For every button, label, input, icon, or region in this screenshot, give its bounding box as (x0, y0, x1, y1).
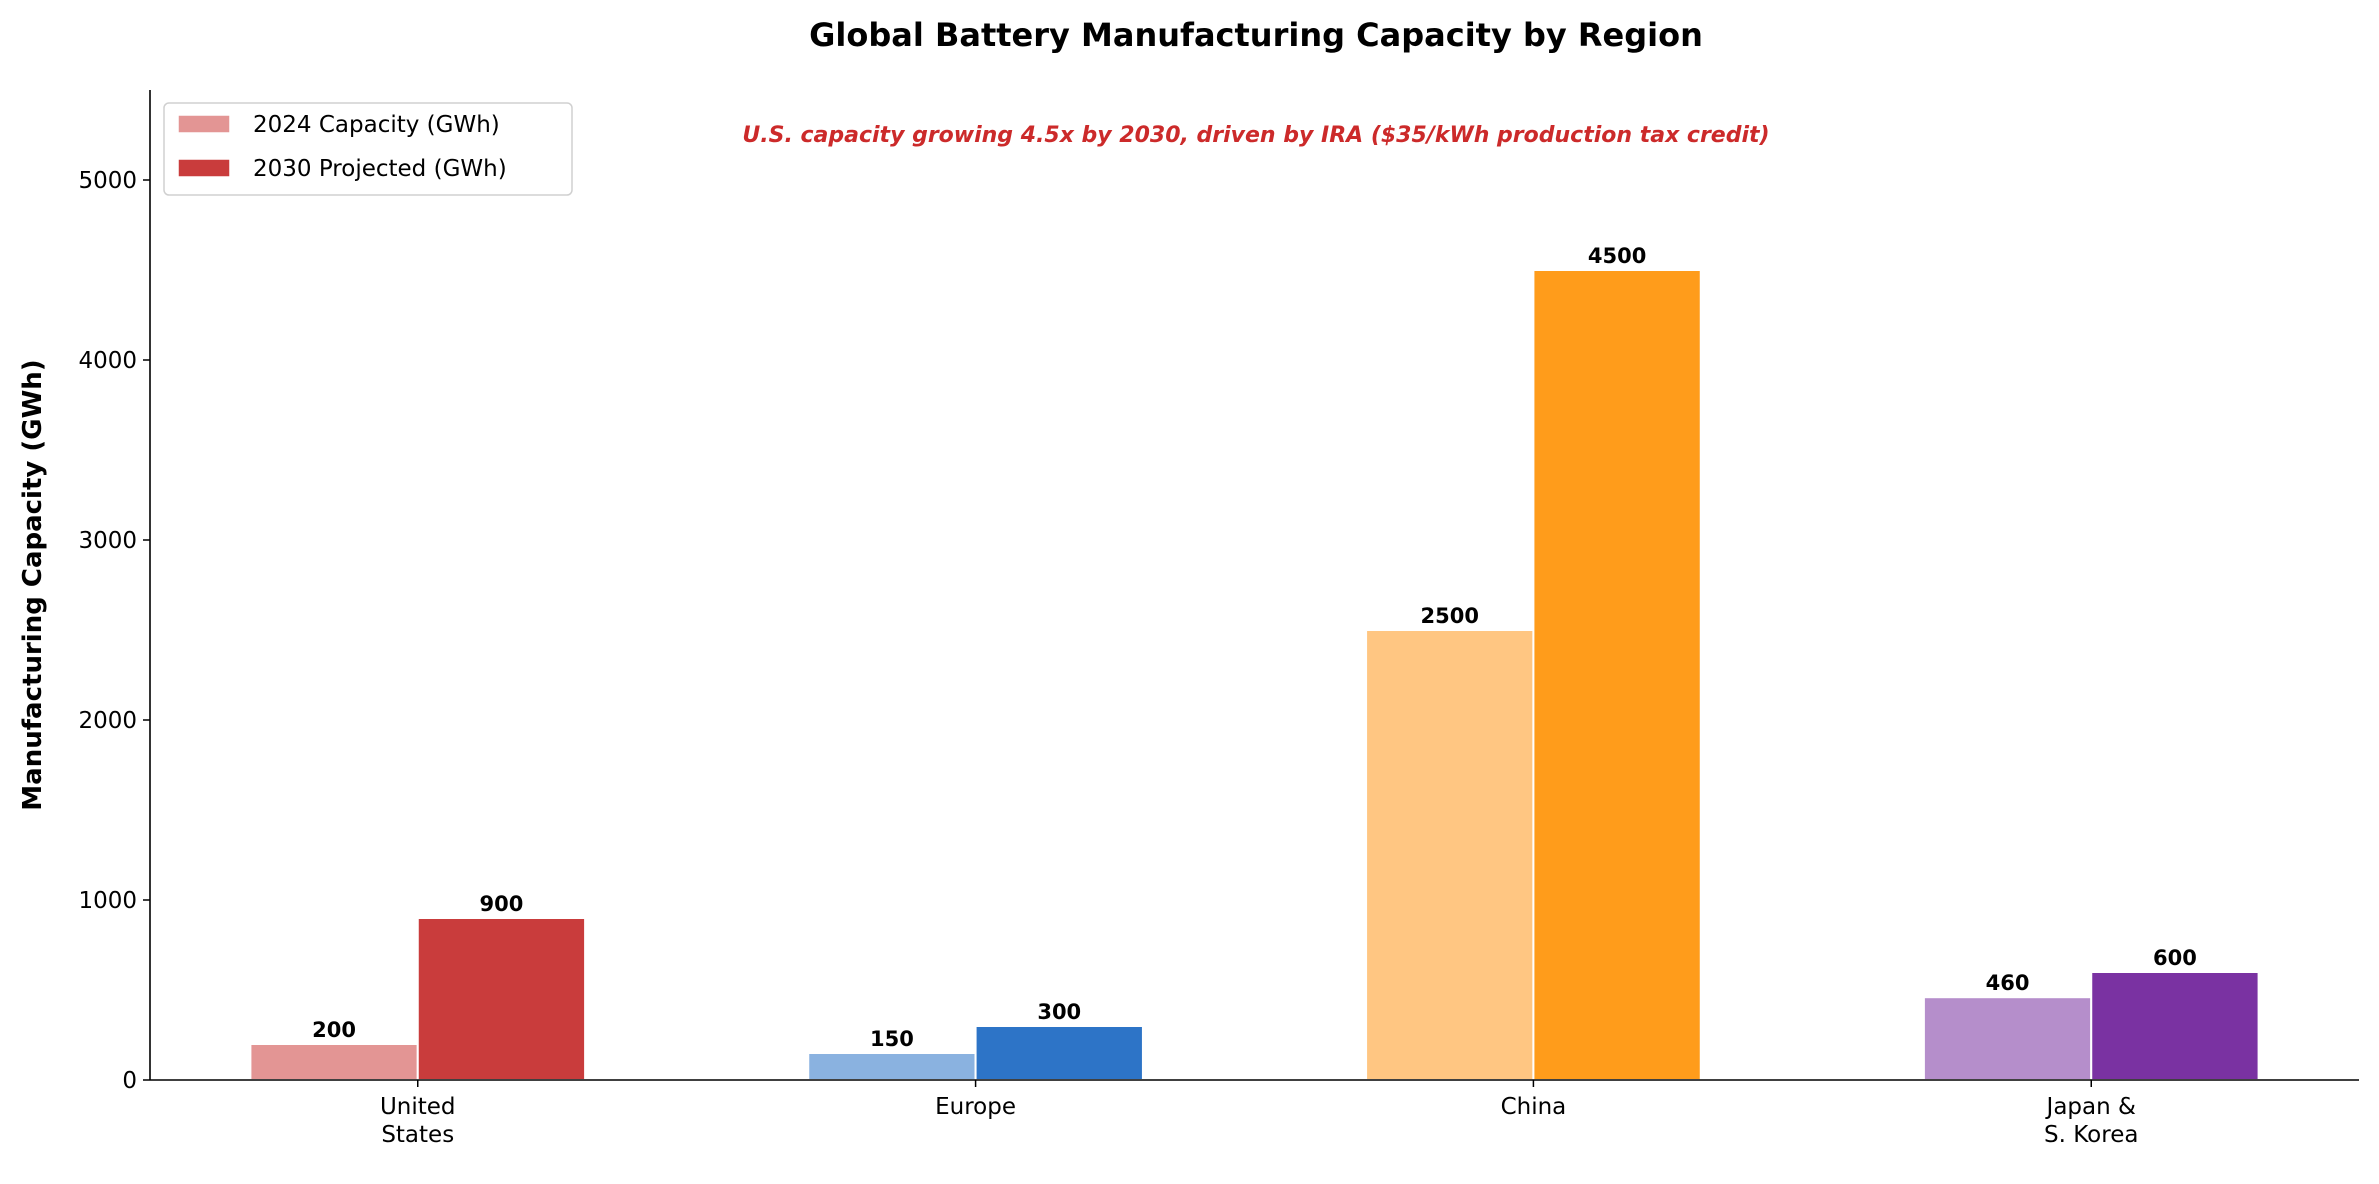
data-label: 2500 (1421, 604, 1479, 628)
y-tick-label: 4000 (78, 348, 137, 374)
x-tick-label: S. Korea (2044, 1122, 2138, 1148)
x-tick-label: Japan & (2045, 1094, 2136, 1120)
data-label: 900 (480, 892, 524, 916)
data-label: 600 (2153, 946, 2197, 970)
bar-2024-3 (1922, 996, 2093, 1082)
y-axis-label: Manufacturing Capacity (GWh) (18, 359, 48, 810)
data-label: 200 (312, 1018, 356, 1042)
bar-2030-0 (416, 917, 587, 1081)
data-label: 460 (1986, 971, 2030, 995)
data-label: 4500 (1588, 244, 1646, 268)
bar-2024-0 (249, 1043, 419, 1081)
chart-annotation: U.S. capacity growing 4.5x by 2030, driv… (742, 123, 1769, 148)
y-tick-label: 3000 (78, 528, 137, 554)
data-label: 150 (870, 1027, 914, 1051)
y-tick-label: 0 (122, 1068, 137, 1094)
y-tick-label: 5000 (78, 168, 137, 194)
x-tick-label: China (1501, 1094, 1567, 1120)
legend: 2024 Capacity (GWh) 2030 Projected (GWh) (163, 102, 573, 196)
bar-2030-3 (2090, 971, 2260, 1081)
x-tick-label: United (380, 1094, 456, 1120)
bar-2030-2 (1532, 269, 1702, 1081)
legend-swatch (177, 114, 231, 134)
bar-2024-2 (1365, 629, 1535, 1081)
x-tick-label: Europe (935, 1094, 1016, 1120)
bar-2030-1 (974, 1025, 1144, 1081)
y-tick-label: 2000 (78, 708, 137, 734)
legend-swatch (177, 158, 231, 178)
legend-label: 2024 Capacity (GWh) (253, 112, 500, 138)
y-tick-label: 1000 (78, 888, 137, 914)
data-label: 300 (1037, 1000, 1081, 1024)
legend-box (163, 102, 573, 196)
chart-title: Global Battery Manufacturing Capacity by… (809, 16, 1703, 54)
legend-label: 2030 Projected (GWh) (253, 156, 507, 182)
x-tick-label: States (381, 1122, 454, 1148)
bar-2024-1 (807, 1052, 977, 1081)
